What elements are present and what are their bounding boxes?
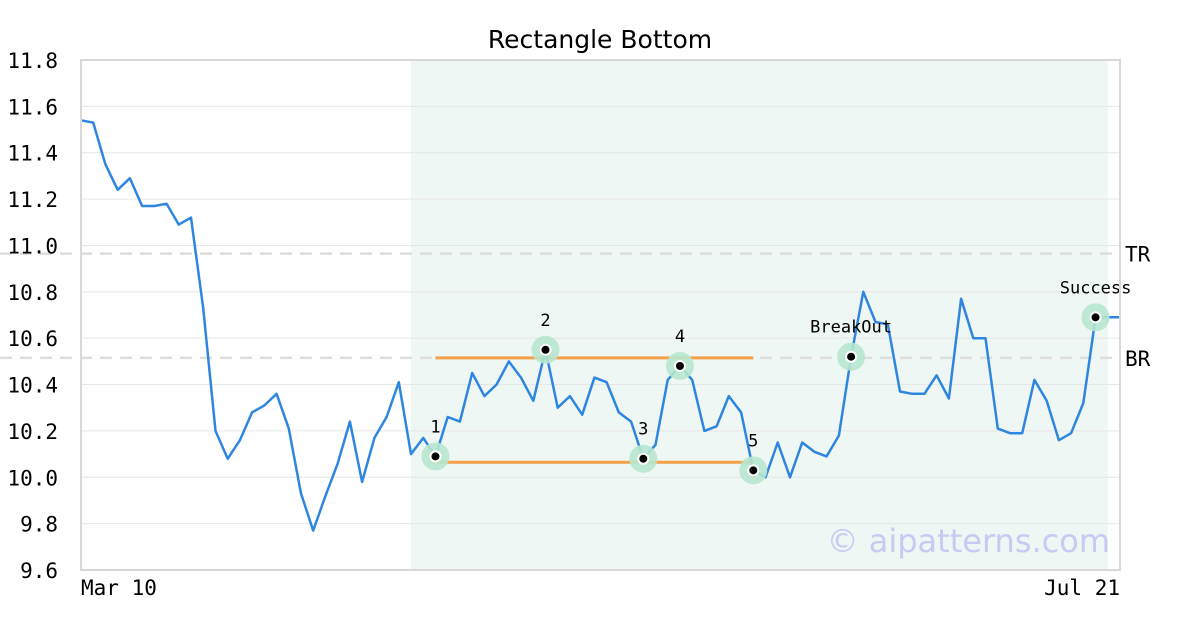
pattern-point-3: 3 bbox=[629, 420, 658, 473]
point-label: BreakOut bbox=[810, 318, 892, 338]
plot-frame bbox=[80, 59, 1121, 571]
point-label: 2 bbox=[540, 311, 550, 331]
pattern-point-2: 2 bbox=[531, 311, 560, 364]
y-tick-label: 11.8 bbox=[7, 49, 58, 73]
y-tick-label: 10.2 bbox=[7, 420, 58, 444]
y-tick-label: 11.2 bbox=[7, 188, 58, 212]
point-marker-dot bbox=[673, 360, 686, 372]
point-marker-dot bbox=[429, 450, 442, 463]
pattern-region-shade bbox=[411, 60, 1108, 570]
point-label: 5 bbox=[748, 431, 758, 451]
y-tick-label: 9.8 bbox=[20, 513, 58, 537]
pattern-point-1: 1 bbox=[421, 417, 450, 471]
point-marker-dot bbox=[1089, 311, 1102, 324]
point-marker-dot bbox=[845, 350, 858, 363]
y-tick-label: 10.6 bbox=[7, 327, 58, 351]
point-label: 4 bbox=[675, 327, 685, 347]
point-label: 1 bbox=[430, 417, 440, 437]
level-label-br: BR bbox=[1125, 347, 1151, 371]
point-label: Success bbox=[1060, 278, 1132, 298]
y-tick-label: 10.8 bbox=[7, 281, 58, 305]
y-tick-label: 10.0 bbox=[7, 466, 58, 490]
y-tick-label: 11.0 bbox=[7, 234, 58, 258]
x-tick-label-end: Jul 21 bbox=[1044, 576, 1120, 600]
point-marker-dot bbox=[637, 452, 650, 465]
y-tick-label: 10.4 bbox=[7, 374, 58, 398]
point-label: 3 bbox=[638, 420, 648, 440]
pattern-point-success: Success bbox=[1060, 278, 1132, 332]
y-tick-label: 9.6 bbox=[20, 559, 58, 583]
price-line bbox=[80, 119, 1120, 532]
point-marker-dot bbox=[747, 464, 760, 477]
point-marker-dot bbox=[539, 343, 552, 356]
y-tick-label: 11.4 bbox=[7, 142, 58, 166]
level-label-tr: TR bbox=[1125, 243, 1151, 267]
pattern-point-5: 5 bbox=[739, 431, 768, 485]
y-tick-label: 11.6 bbox=[7, 95, 58, 119]
pattern-point-4: 4 bbox=[665, 327, 694, 380]
watermark: © aipatterns.com bbox=[827, 522, 1110, 560]
x-tick-label-start: Mar 10 bbox=[81, 576, 157, 600]
pattern-point-breakout: BreakOut bbox=[810, 318, 892, 371]
chart-title: Rectangle Bottom bbox=[488, 25, 712, 54]
